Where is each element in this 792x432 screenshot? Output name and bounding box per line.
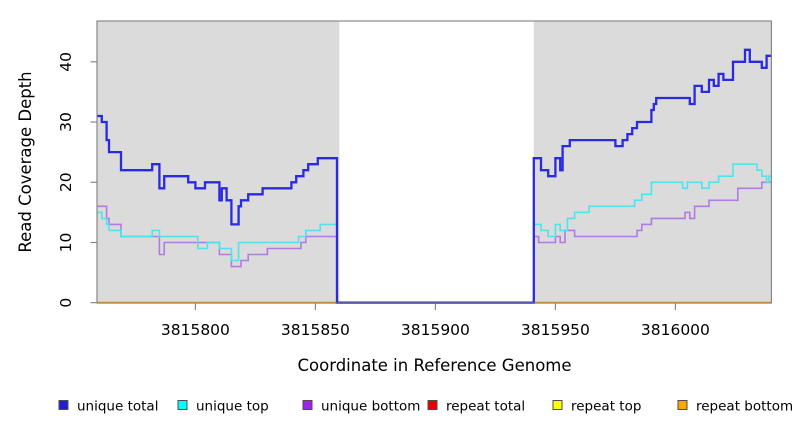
legend-label: repeat bottom (696, 399, 792, 415)
legend-swatch (427, 400, 438, 410)
x-tick-label: 3815850 (281, 321, 350, 339)
legend-swatch (677, 400, 688, 410)
y-axis-title: Read Coverage Depth (16, 71, 35, 252)
legend-label: repeat top (571, 399, 641, 415)
legend-label: repeat total (446, 399, 525, 415)
legend-swatch (302, 400, 313, 410)
legend-swatch (177, 400, 188, 410)
y-tick-label: 20 (57, 172, 75, 192)
legend-label: unique bottom (321, 399, 420, 415)
y-tick-label: 10 (57, 233, 75, 253)
series-line-unique-top (97, 163, 772, 304)
legend-swatch (552, 400, 563, 410)
x-tick-label: 3816000 (641, 321, 710, 339)
x-tick-label: 3815950 (521, 321, 590, 339)
legend-item-unique-total: unique total (58, 399, 158, 415)
legend-label: unique top (196, 399, 269, 415)
x-axis-title: Coordinate in Reference Genome (297, 356, 571, 375)
legend: unique total unique top unique bottom repea… (58, 399, 792, 415)
y-tick-label: 0 (57, 298, 75, 308)
legend-item-repeat-top: repeat top (552, 399, 641, 415)
shaded-region (97, 21, 340, 303)
axes-layer: 3815800 3815850 3815900 3815950 3816000 0 10 20… (57, 52, 710, 339)
legend-item-unique-top: unique top (177, 399, 269, 415)
shaded-regions-layer (97, 21, 772, 303)
series-line-unique-bottom (97, 181, 772, 304)
legend-item-repeat-bottom: repeat bottom (677, 399, 792, 415)
legend-label: unique total (77, 399, 158, 415)
legend-swatch (58, 400, 69, 410)
y-tick-label: 40 (57, 52, 75, 72)
x-tick-label: 3815800 (161, 321, 230, 339)
x-tick-label: 3815900 (401, 321, 470, 339)
legend-item-unique-bottom: unique bottom (302, 399, 420, 415)
plot-box-border (96, 20, 772, 304)
shaded-region (533, 21, 772, 303)
series-line-unique-total (97, 48, 772, 304)
legend-item-repeat-total: repeat total (427, 399, 525, 415)
y-tick-label: 30 (57, 112, 75, 132)
